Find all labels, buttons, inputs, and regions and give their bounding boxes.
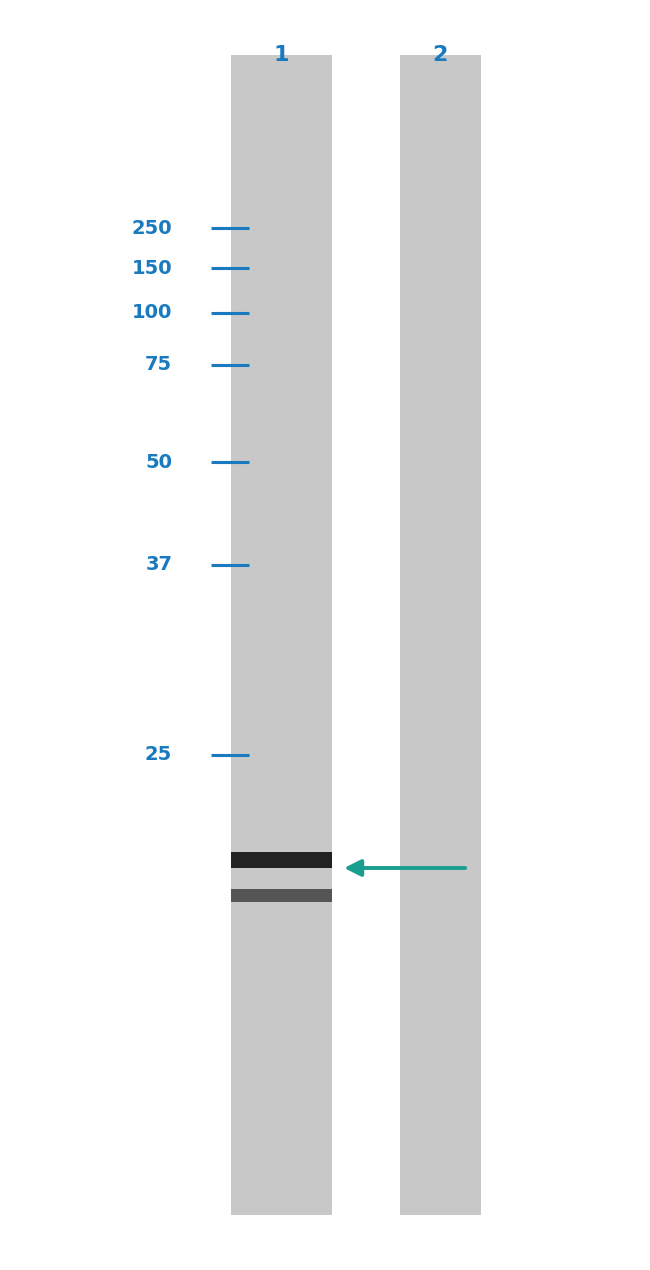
Text: 250: 250 [131, 218, 172, 237]
Text: 2: 2 [433, 44, 448, 65]
Bar [400, 55, 481, 1215]
Text: 1: 1 [274, 44, 289, 65]
Bar [231, 55, 332, 1215]
Bar [231, 889, 332, 902]
Text: 50: 50 [145, 452, 172, 471]
Text: 150: 150 [131, 259, 172, 278]
Text: 75: 75 [145, 356, 172, 375]
Text: 37: 37 [145, 555, 172, 574]
Text: 100: 100 [132, 304, 172, 323]
Text: 25: 25 [145, 745, 172, 765]
Bar [231, 852, 332, 867]
